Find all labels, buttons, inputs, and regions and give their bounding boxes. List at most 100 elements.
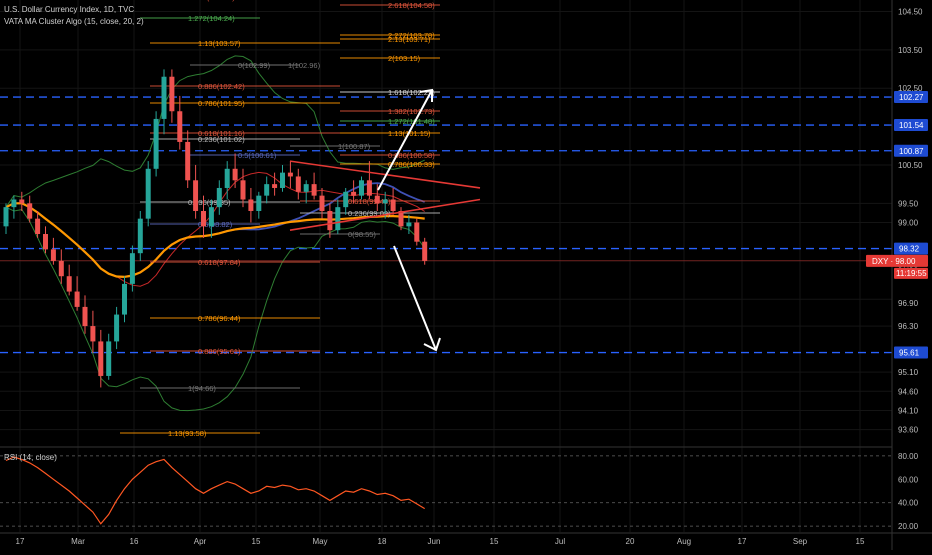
fib-level-label: 1.13(93.58) bbox=[168, 429, 207, 438]
time-tick-label: Jun bbox=[428, 537, 441, 546]
price-tick-label: 103.50 bbox=[898, 46, 923, 55]
fib-level-label: 2.618(104.58) bbox=[388, 1, 435, 10]
candle-body bbox=[366, 180, 372, 196]
candle-body bbox=[161, 76, 167, 119]
level-price-label: 101.54 bbox=[899, 121, 924, 130]
chart-legend: U.S. Dollar Currency Index, 1D, TVC VATA… bbox=[4, 4, 144, 28]
time-tick-label: 17 bbox=[16, 537, 25, 546]
indicator-title: VATA MA Cluster Algo (15, close, 20, 2) bbox=[4, 17, 144, 26]
fib-level-label: 0.886(102.42) bbox=[198, 82, 245, 91]
down-arrow bbox=[393, 245, 441, 352]
fib-level-label: 0.886(100.58) bbox=[388, 151, 435, 160]
level-price-label: 102.27 bbox=[899, 93, 924, 102]
time-tick-label: Mar bbox=[71, 537, 85, 546]
rsi-line bbox=[5, 456, 426, 525]
price-tick-label: 96.90 bbox=[898, 299, 919, 308]
candle-body bbox=[98, 341, 104, 376]
candle-body bbox=[74, 291, 80, 307]
candle-body bbox=[3, 207, 9, 227]
level-price-tag bbox=[894, 91, 928, 104]
candle-body bbox=[177, 111, 183, 142]
candle-body bbox=[201, 210, 206, 227]
level-price-label: 95.61 bbox=[899, 349, 920, 358]
candle-body bbox=[287, 172, 293, 177]
time-tick-label: 15 bbox=[252, 537, 261, 546]
last-price-label: DXY · 98.00 bbox=[872, 257, 916, 266]
candle-body bbox=[185, 141, 191, 181]
candle-body bbox=[374, 195, 380, 204]
fib-level-label: 0.786(101.95) bbox=[198, 99, 245, 108]
candle-body bbox=[240, 180, 246, 200]
candle-body bbox=[248, 199, 254, 211]
candle-body bbox=[19, 199, 25, 204]
price-tick-label: 100.50 bbox=[898, 161, 923, 170]
candle-body bbox=[208, 207, 214, 227]
fib-level-label: 0.886(95.61) bbox=[198, 347, 241, 356]
candle-body bbox=[137, 218, 143, 254]
fib-level-label: 0(98.55) bbox=[348, 230, 376, 239]
time-tick-label: 15 bbox=[856, 537, 865, 546]
candle-body bbox=[232, 168, 238, 181]
rsi-tick-label: 80.00 bbox=[898, 452, 919, 461]
triangle-lower-line bbox=[289, 198, 481, 231]
candle-body bbox=[359, 180, 364, 196]
fib-level-label: 1(94.66) bbox=[188, 384, 216, 393]
fib-level-label: 1.618(102.27) bbox=[388, 88, 435, 97]
candle-body bbox=[311, 184, 317, 196]
candle-body bbox=[390, 199, 396, 211]
time-tick-label: 17 bbox=[738, 537, 747, 546]
symbol-title: U.S. Dollar Currency Index, 1D, TVC bbox=[4, 5, 135, 14]
candle-body bbox=[82, 306, 88, 327]
candle-body bbox=[327, 210, 333, 231]
candle-body bbox=[422, 241, 428, 261]
candle-body bbox=[335, 207, 341, 231]
price-tick-label: 94.60 bbox=[898, 387, 919, 396]
up-arrow bbox=[377, 88, 433, 191]
price-tick-label: 99.00 bbox=[898, 219, 919, 228]
fib-level-label: 2.13(103.71) bbox=[388, 35, 431, 44]
candle-body bbox=[35, 218, 41, 235]
time-tick-label: 15 bbox=[490, 537, 499, 546]
fib-level-label: 0.5(98.82) bbox=[198, 220, 233, 229]
fib-level-label: 0.618(97.84) bbox=[198, 258, 241, 267]
level-price-tag bbox=[894, 242, 928, 255]
candle-body bbox=[193, 180, 199, 211]
rsi-tick-label: 60.00 bbox=[898, 475, 919, 484]
level-price-label: 98.32 bbox=[899, 245, 920, 254]
fib-level-label: 2.272(103.78) bbox=[388, 31, 435, 40]
price-tick-label: 94.10 bbox=[898, 406, 919, 415]
price-tick-label: 99.50 bbox=[898, 199, 919, 208]
fib-level-label: 0.786(96.44) bbox=[198, 314, 241, 323]
fib-level-label: 0.236(99.35) bbox=[188, 198, 231, 207]
time-tick-label: 20 bbox=[626, 537, 635, 546]
candle-body bbox=[398, 210, 404, 227]
candle-body bbox=[224, 168, 230, 188]
candle-body bbox=[169, 76, 175, 112]
upper-band bbox=[5, 55, 425, 208]
price-tick-label: 104.50 bbox=[898, 8, 923, 17]
candle-body bbox=[27, 203, 33, 219]
fib-level-label: 1.618(104.79) bbox=[188, 0, 235, 2]
candle-body bbox=[11, 199, 17, 208]
candle-body bbox=[58, 260, 64, 277]
fib-level-label: 1(102.96) bbox=[288, 61, 321, 70]
rsi-label: RSI (14, close) bbox=[4, 453, 57, 462]
fib-level-label: 1.272(104.24) bbox=[188, 14, 235, 23]
lower-band bbox=[5, 206, 426, 412]
candle-body bbox=[256, 195, 262, 211]
candle-body bbox=[122, 283, 127, 315]
time-tick-label: Aug bbox=[677, 537, 691, 546]
fib-level-label: 1.13(103.57) bbox=[198, 39, 241, 48]
level-price-label: 100.87 bbox=[899, 147, 924, 156]
time-tick-label: Apr bbox=[194, 537, 207, 546]
fib-level-label: 0.5(100.61) bbox=[238, 151, 277, 160]
candle-body bbox=[106, 341, 112, 376]
level-price-tag bbox=[894, 346, 928, 359]
fib-level-label: 0.236(99.09) bbox=[348, 209, 391, 218]
countdown-label: 11:19:55 bbox=[896, 269, 927, 278]
candle-body bbox=[50, 249, 56, 261]
candle-body bbox=[351, 191, 357, 196]
fib-level-label: 1.272(101.48) bbox=[388, 117, 435, 126]
